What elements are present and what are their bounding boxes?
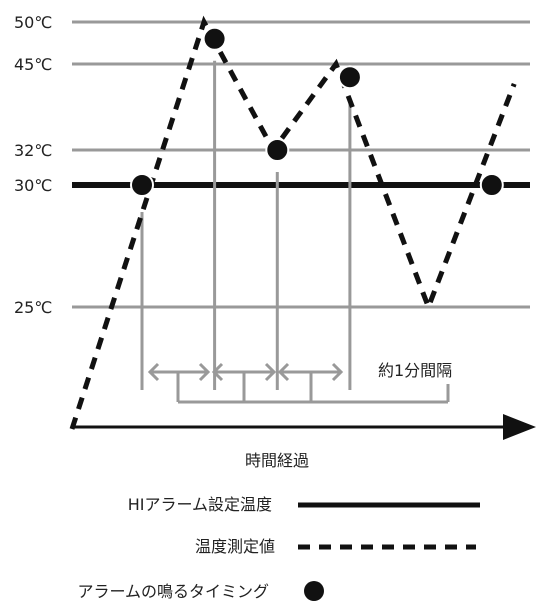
interval-bracket (176, 372, 450, 404)
y-tick-label-50: 50℃ (14, 13, 52, 32)
alarm-point-5 (479, 173, 504, 197)
time-axis-arrowhead (503, 414, 536, 440)
alarm-point-2 (202, 26, 227, 51)
y-tick-label-32: 32℃ (14, 141, 52, 160)
alarm-points (130, 26, 504, 197)
alarm-point-1 (130, 173, 154, 197)
legend-measured-label: 温度測定値 (195, 537, 275, 556)
legend-alarm-timing-swatch (304, 581, 324, 601)
legend-hi-alarm-label: HIアラーム設定温度 (128, 495, 272, 514)
y-tick-label-45: 45℃ (14, 55, 52, 74)
y-tick-label-30: 30℃ (14, 176, 52, 195)
alarm-point-3 (265, 138, 290, 162)
legend: HIアラーム設定温度 温度測定値 アラームの鳴るタイミング (77, 495, 480, 601)
interval-label: 約1分間隔 (378, 361, 452, 380)
alarm-drop-lines (140, 60, 352, 390)
y-tick-label-25: 25℃ (14, 298, 52, 317)
legend-alarm-timing-label: アラームの鳴るタイミング (77, 582, 269, 601)
x-axis-label: 時間経過 (245, 451, 309, 470)
y-tick-labels: 50℃ 45℃ 32℃ 30℃ 25℃ (14, 13, 52, 317)
time-axis (72, 414, 536, 440)
alarm-point-4 (337, 65, 362, 90)
